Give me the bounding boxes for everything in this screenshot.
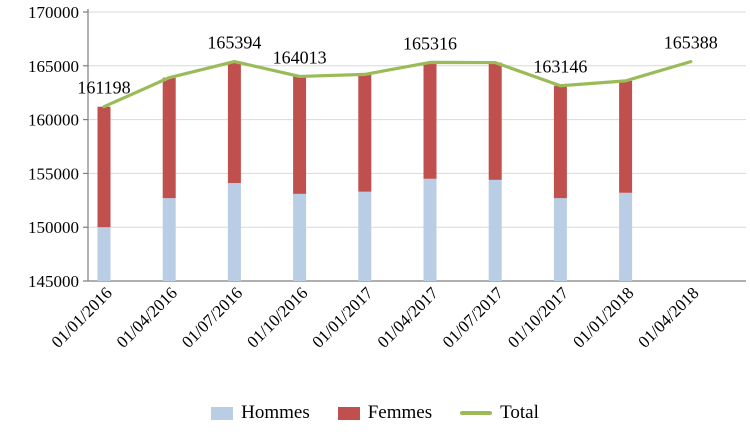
femmes-swatch-icon [337,406,360,420]
legend-item-total: Total [460,402,539,424]
bar-hommes [423,178,437,281]
data-label: 165388 [664,33,718,53]
data-label: 165394 [207,33,261,53]
bar-femmes [162,77,176,199]
x-axis-label: 01/04/2017 [374,283,443,352]
bar-femmes [423,62,437,179]
bar-hommes [553,198,567,281]
bar-hommes [97,227,111,281]
data-label: 163146 [533,57,587,77]
chart-legend: Hommes Femmes Total [0,402,750,424]
bar-hommes [227,183,241,281]
legend-item-hommes: Hommes [211,402,310,424]
total-line [102,59,693,109]
bar-hommes [293,193,307,281]
data-label: 161198 [77,78,130,98]
bar-femmes [227,61,241,184]
hommes-swatch-icon [211,406,234,420]
bar-femmes [619,80,633,193]
bar-femmes [293,76,307,194]
bar-femmes [358,74,372,192]
x-axis-label: 01/07/2016 [178,283,246,351]
y-tick-label: 160000 [28,111,79,130]
y-tick-label: 165000 [28,57,79,76]
y-tick-label: 150000 [28,218,79,237]
x-axis-label: 01/10/2016 [243,283,311,351]
x-axis-label: 01/01/2017 [308,283,377,352]
bar-hommes [488,179,502,281]
data-label: 165316 [403,33,457,53]
legend-label-femmes: Femmes [367,402,433,423]
x-axis-label: 01/04/2016 [113,283,181,351]
x-axis-label: 01/01/2016 [48,283,116,351]
x-axis-label: 01/10/2017 [504,283,573,352]
bar-hommes [358,191,372,281]
y-tick-label: 170000 [28,3,79,22]
legend-item-femmes: Femmes [337,402,433,424]
legend-label-total: Total [500,402,539,423]
total-line-swatch-icon [460,411,493,415]
bar-femmes [97,106,111,228]
x-axis-label: 01/01/2018 [569,283,637,351]
x-axis-label: 01/04/2018 [634,283,702,351]
bar-femmes [553,85,567,199]
data-label: 164013 [273,47,327,67]
chart-canvas: 145000 150000 155000 160000 165000 170000 1611… [28,3,746,352]
x-axis-label: 01/07/2017 [439,283,508,352]
bar-femmes [488,62,502,180]
bar-hommes [162,198,176,281]
legend-label-hommes: Hommes [241,402,310,423]
bar-hommes [619,192,633,281]
y-tick-label: 145000 [28,272,79,291]
y-tick-label: 155000 [28,164,79,183]
